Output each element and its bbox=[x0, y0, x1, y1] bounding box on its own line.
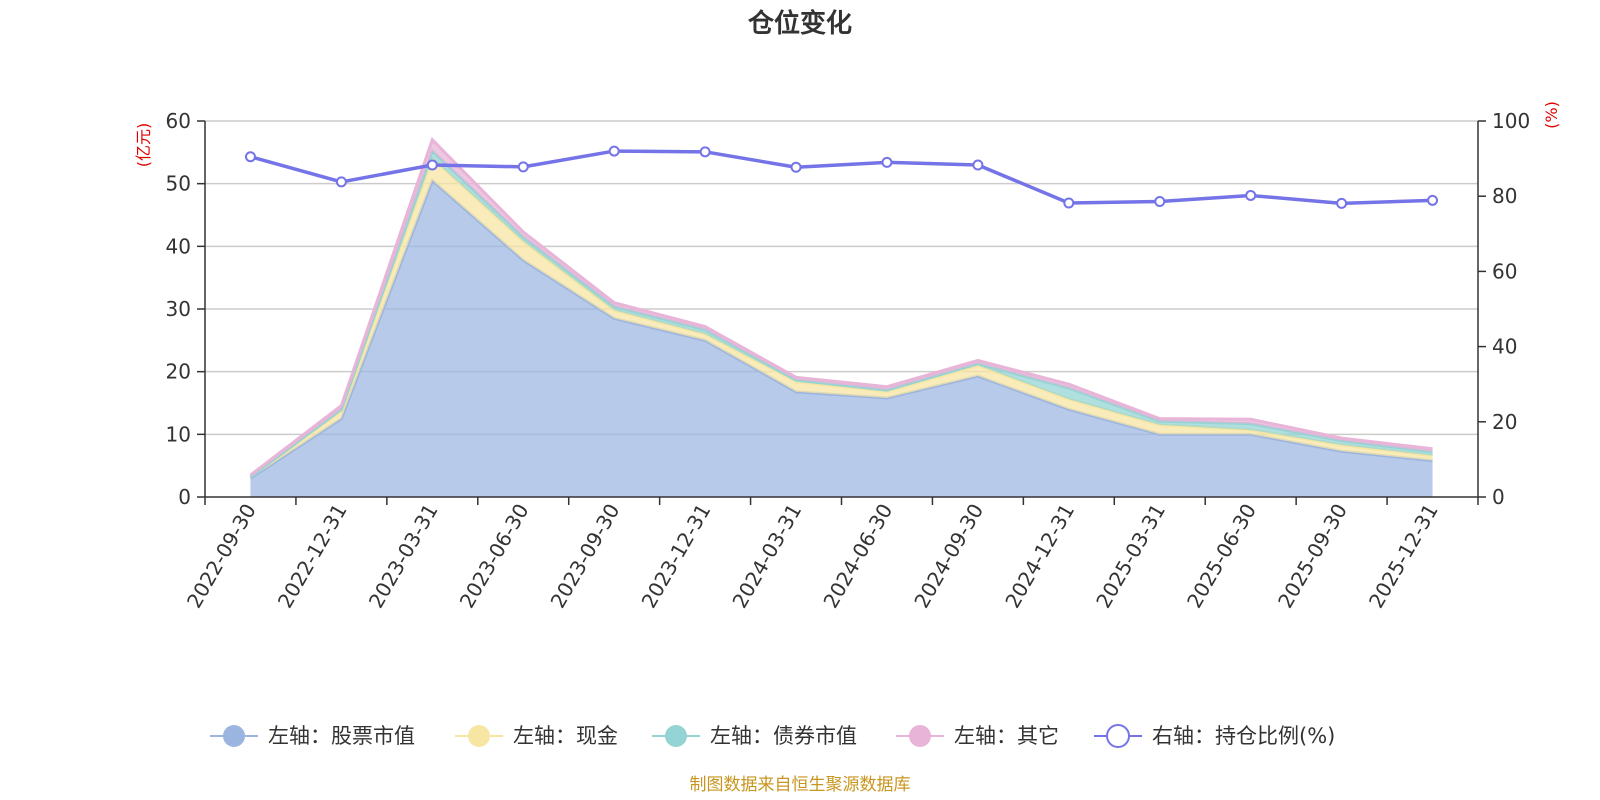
area-1 bbox=[250, 180, 1433, 498]
legend-label: 左轴：其它 bbox=[954, 724, 1059, 748]
area-edge-4 bbox=[249, 137, 1433, 477]
right-tick-label: 0 bbox=[1492, 485, 1505, 509]
x-tick-label: 2023-09-30 bbox=[546, 500, 625, 613]
legend-label: 左轴：现金 bbox=[513, 724, 618, 748]
legend[interactable]: 左轴：股票市值 左轴：现金 左轴：债券市值 左轴：其它 右轴：持仓比例(%) bbox=[210, 724, 1335, 748]
right-tick-label: 60 bbox=[1492, 259, 1517, 283]
left-tick-label: 50 bbox=[166, 172, 191, 196]
ratio-point[interactable] bbox=[1154, 195, 1166, 207]
legend-hollow-circle-icon bbox=[1106, 724, 1130, 748]
position-ratio-line bbox=[244, 145, 1439, 209]
source-footer: 制图数据来自恒生聚源数据库 bbox=[690, 775, 911, 795]
x-tick-label: 2024-12-31 bbox=[1000, 500, 1079, 613]
ratio-point[interactable] bbox=[1336, 197, 1348, 209]
x-tick-label: 2025-12-31 bbox=[1364, 500, 1443, 613]
left-axis-unit: (亿元) bbox=[134, 123, 153, 168]
legend-circle-icon bbox=[665, 725, 687, 747]
ratio-point[interactable] bbox=[972, 159, 984, 171]
left-tick-label: 0 bbox=[178, 485, 191, 509]
ratio-point[interactable] bbox=[426, 159, 438, 171]
x-tick-label: 2023-06-30 bbox=[455, 500, 534, 613]
legend-label: 左轴：股票市值 bbox=[268, 724, 415, 748]
legend-label: 右轴：持仓比例(%) bbox=[1152, 724, 1335, 748]
left-tick-label: 30 bbox=[166, 297, 191, 321]
ratio-point[interactable] bbox=[1063, 197, 1075, 209]
x-tick-label: 2024-09-30 bbox=[909, 499, 988, 612]
right-tick-label: 100 bbox=[1492, 109, 1530, 133]
right-tick-label: 20 bbox=[1492, 410, 1517, 434]
x-tick-label: 2024-03-31 bbox=[727, 500, 806, 613]
x-tick-label: 2024-06-30 bbox=[818, 500, 897, 613]
x-tick-label: 2022-09-30 bbox=[182, 500, 261, 613]
x-tick-label: 2022-12-31 bbox=[273, 500, 352, 613]
legend-item[interactable]: 左轴：现金 bbox=[455, 724, 618, 748]
left-tick-label: 40 bbox=[166, 234, 191, 258]
legend-item[interactable]: 左轴：债券市值 bbox=[652, 724, 857, 748]
legend-circle-icon bbox=[909, 725, 931, 747]
x-tick-label: 2025-03-31 bbox=[1091, 500, 1170, 613]
ratio-line-path bbox=[249, 149, 1433, 206]
left-tick-label: 20 bbox=[166, 360, 191, 384]
ratio-point[interactable] bbox=[517, 161, 529, 173]
right-tick-label: 40 bbox=[1492, 335, 1517, 359]
ratio-point[interactable] bbox=[608, 145, 620, 157]
ratio-point[interactable] bbox=[699, 146, 711, 158]
right-tick-label: 80 bbox=[1492, 184, 1517, 208]
x-tick-label: 2025-09-30 bbox=[1273, 500, 1352, 613]
ratio-point[interactable] bbox=[881, 156, 893, 168]
right-axis-unit: (%) bbox=[1542, 101, 1561, 129]
legend-circle-icon bbox=[468, 725, 490, 747]
x-tick-label: 2025-06-30 bbox=[1182, 500, 1261, 613]
left-tick-label: 60 bbox=[166, 109, 191, 133]
x-tick-label: 2023-03-31 bbox=[364, 499, 443, 612]
legend-circle-icon bbox=[223, 725, 245, 747]
ratio-point[interactable] bbox=[790, 161, 802, 173]
legend-item[interactable]: 左轴：其它 bbox=[896, 724, 1059, 748]
ratio-point[interactable] bbox=[1427, 194, 1439, 206]
ratio-point[interactable] bbox=[244, 151, 256, 163]
ratio-point[interactable] bbox=[335, 176, 347, 188]
legend-label: 左轴：债券市值 bbox=[710, 724, 857, 748]
ratio-point[interactable] bbox=[1245, 189, 1257, 201]
legend-item[interactable]: 左轴：股票市值 bbox=[210, 724, 415, 748]
chart-title: 仓位变化 bbox=[747, 8, 852, 39]
legend-item[interactable]: 右轴：持仓比例(%) bbox=[1094, 724, 1335, 748]
left-tick-label: 10 bbox=[166, 422, 191, 446]
x-tick-label: 2023-12-31 bbox=[637, 500, 716, 613]
